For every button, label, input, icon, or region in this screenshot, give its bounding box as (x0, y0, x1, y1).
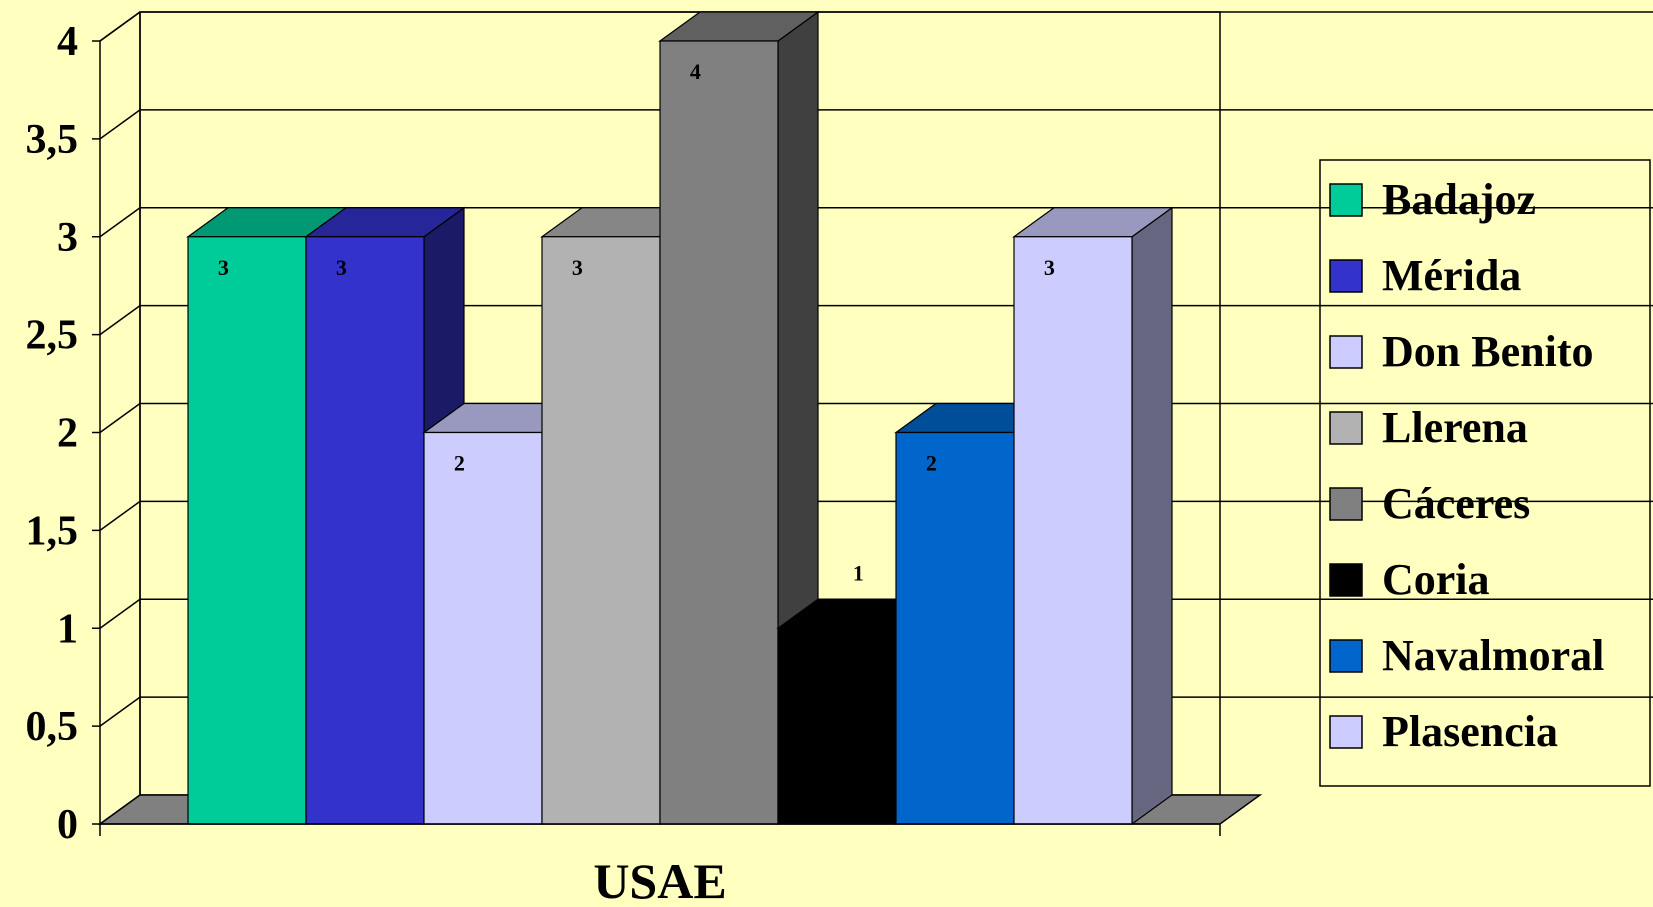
legend-item: Plasencia (1329, 707, 1558, 756)
data-label: 2 (454, 451, 465, 476)
y-tick-label: 3,5 (26, 117, 79, 163)
legend-item: Don Benito (1329, 327, 1593, 376)
bar-plasencia (1012, 206, 1174, 826)
legend-label: Cáceres (1382, 479, 1530, 528)
gridline-side (99, 598, 141, 629)
y-tick-label: 1 (57, 606, 78, 652)
x-axis-title: USAE (593, 853, 726, 907)
legend-item: Navalmoral (1329, 631, 1604, 680)
gridline-side (99, 402, 141, 434)
gridline-side (99, 696, 141, 727)
legend-label: Plasencia (1382, 707, 1558, 756)
data-label: 2 (926, 451, 937, 476)
y-tick-label: 1,5 (26, 508, 79, 554)
bar-front (305, 236, 425, 825)
legend-item: Llerena (1329, 403, 1528, 452)
y-axis: 0 0,5 1 1,5 2 2,5 3 3,5 4 (26, 19, 1221, 848)
y-tick-label: 3 (57, 215, 78, 261)
legend-label: Badajoz (1382, 175, 1536, 224)
bar-front (1013, 236, 1133, 825)
gridline-side (99, 500, 141, 531)
legend-label: Mérida (1382, 251, 1521, 300)
data-label: 3 (1044, 255, 1055, 280)
y-tick-label: 4 (57, 19, 78, 65)
y-tick-label: 0,5 (26, 704, 79, 750)
data-labels: 3 3 2 3 4 1 2 3 (218, 59, 1055, 585)
legend-swatch (1329, 487, 1363, 521)
legend-swatch (1329, 639, 1363, 673)
legend-label: Don Benito (1382, 327, 1593, 376)
legend-swatch (1329, 715, 1363, 749)
bar-side (1131, 206, 1173, 826)
legend: Badajoz Mérida Don Benito Llerena Cáceres Cor… (1319, 159, 1651, 787)
legend-label: Coria (1382, 555, 1490, 604)
data-label: 3 (572, 255, 583, 280)
y-tick-label: 0 (57, 802, 78, 848)
legend-label: Navalmoral (1382, 631, 1604, 680)
legend-item: Mérida (1329, 251, 1521, 300)
side-wall-edge (99, 11, 141, 42)
bar-front (659, 40, 779, 825)
y-tick-label: 2 (57, 411, 78, 457)
legend-item: Badajoz (1329, 175, 1536, 224)
gridline-side (99, 109, 141, 140)
bar-front (423, 431, 543, 825)
legend-swatch (1329, 183, 1363, 217)
legend-label: Llerena (1382, 403, 1528, 452)
data-label: 3 (336, 255, 347, 280)
legend-box (1319, 159, 1651, 787)
legend-item: Coria (1329, 555, 1490, 604)
y-tick-label: 2,5 (26, 313, 79, 359)
bar-front (187, 236, 307, 825)
data-label: 3 (218, 255, 229, 280)
legend-swatch (1329, 563, 1363, 597)
gridline-side (99, 207, 141, 238)
legend-swatch (1329, 335, 1363, 369)
legend-swatch (1329, 259, 1363, 293)
data-label: 1 (853, 560, 864, 585)
bar-front (895, 431, 1015, 825)
legend-swatch (1329, 411, 1363, 445)
bar-front (541, 236, 661, 825)
chart-bars (186, 10, 1174, 826)
gridline-side (99, 305, 141, 336)
bar-front (777, 627, 897, 825)
data-label: 4 (690, 59, 701, 84)
legend-item: Cáceres (1329, 479, 1530, 528)
